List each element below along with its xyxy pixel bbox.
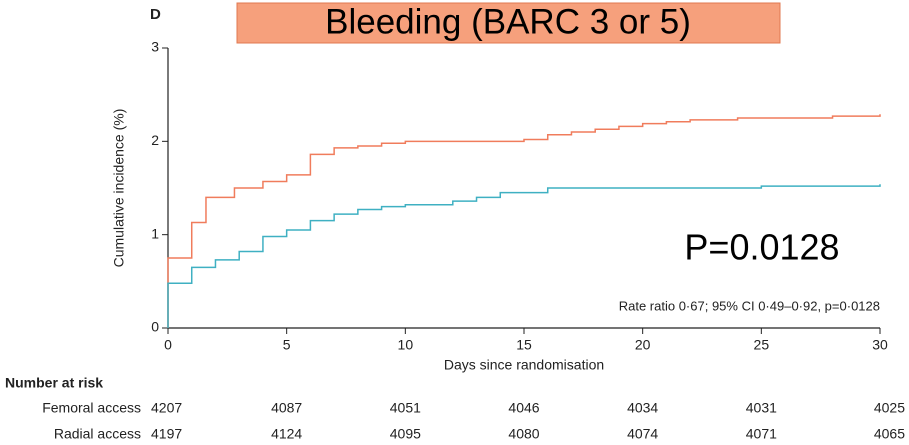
x-tick-label: 0: [164, 337, 172, 353]
note: Rate ratio 0·67; 95% CI 0·49–0·92, p=0·0…: [619, 298, 880, 313]
x-tick-label: 20: [635, 337, 651, 353]
curve: [167, 114, 881, 328]
risk-value: 4071: [746, 426, 777, 442]
y-tick-label: 2: [151, 132, 159, 148]
y-axis-label: Cumulative incidence (%): [111, 109, 127, 268]
risk-value: 4124: [271, 426, 302, 442]
risk-value: 4025: [874, 400, 905, 416]
risk-value: 4065: [874, 426, 905, 442]
x-tick-label: 25: [754, 337, 770, 353]
x-axis-label: Days since randomisation: [444, 357, 604, 373]
annotation: P=0.0128: [684, 227, 839, 268]
y-tick-label: 3: [151, 39, 159, 55]
title-box: [236, 2, 781, 44]
x-tick-label: 10: [398, 337, 414, 353]
risk-value: 4197: [151, 426, 182, 442]
risk-title: Number at risk: [5, 375, 103, 391]
x-tick-label: 15: [516, 337, 532, 353]
risk-value: 4095: [390, 426, 421, 442]
risk-value: 4031: [746, 400, 777, 416]
risk-row-label: Radial access: [54, 426, 141, 442]
risk-value: 4080: [508, 426, 539, 442]
chart-title: Bleeding (BARC 3 or 5): [325, 2, 691, 41]
risk-value: 4051: [390, 400, 421, 416]
y-tick-label: 1: [151, 225, 159, 241]
risk-value: 4207: [151, 400, 182, 416]
risk-row-label: Femoral access: [42, 400, 141, 416]
x-tick-label: 5: [283, 337, 291, 353]
risk-value: 4034: [627, 400, 658, 416]
risk-value: 4046: [508, 400, 539, 416]
risk-value: 4074: [627, 426, 658, 442]
y-tick-label: 0: [151, 319, 159, 335]
x-tick-label: 30: [872, 337, 888, 353]
curve: [167, 184, 881, 328]
risk-value: 4087: [271, 400, 302, 416]
panel-label: D: [150, 6, 161, 23]
